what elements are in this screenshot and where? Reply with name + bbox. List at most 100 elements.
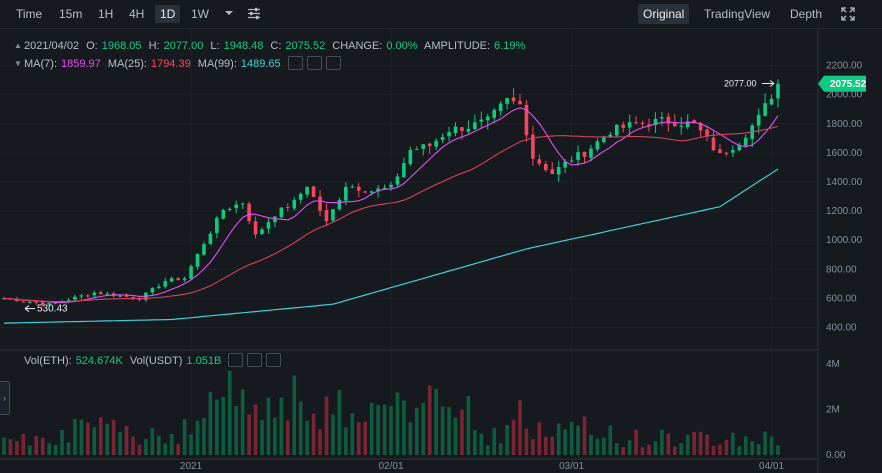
candle-body <box>240 203 245 205</box>
volume-bar <box>563 429 567 455</box>
volume-bar <box>466 395 471 455</box>
interval-15m[interactable]: 15m <box>59 7 83 21</box>
candle-body <box>421 144 426 149</box>
candle-body <box>769 98 774 105</box>
candle-body <box>15 299 19 302</box>
volume-bar <box>614 443 619 455</box>
volume-bar <box>440 406 445 455</box>
volume-bar <box>447 407 451 455</box>
candle-body <box>440 137 445 140</box>
volume-bar <box>273 417 277 455</box>
volume-bar <box>111 419 116 455</box>
interval-1d[interactable]: 1D <box>155 5 181 23</box>
amplitude-value: 6.19% <box>494 40 526 52</box>
candle-body <box>673 123 677 127</box>
eye-icon[interactable] <box>287 56 303 71</box>
candle-body <box>473 122 477 130</box>
candle-body <box>376 188 380 192</box>
volume-bar <box>640 447 645 455</box>
volume-bar <box>92 427 97 455</box>
volume-bar <box>402 400 406 455</box>
volume-bar <box>60 429 64 455</box>
candle-body <box>92 292 97 296</box>
date-tick-label: 04/01 <box>759 461 784 472</box>
candle-body <box>182 278 187 280</box>
candle-body <box>776 83 780 99</box>
open-label: O: <box>86 40 98 52</box>
interval-time[interactable]: Time <box>16 7 43 21</box>
candle-body <box>589 148 593 158</box>
candle-body <box>66 299 71 301</box>
candle-body <box>208 233 213 244</box>
volume-bar <box>395 392 400 455</box>
price-chart[interactable]: 2200.00 2000.00 1800.00 1600.00 1400.00 1200.… <box>0 29 882 473</box>
candle-body <box>415 149 419 151</box>
collapse-caret-icon[interactable]: ▲ <box>14 41 22 50</box>
volume-bar <box>163 443 168 455</box>
date-tick-label: 02/01 <box>378 461 403 472</box>
volume-bar <box>2 437 6 455</box>
candle-body <box>402 163 406 178</box>
volume-bar <box>679 443 684 455</box>
candle-body <box>731 149 735 153</box>
price-tick-label: 2000.00 <box>826 90 863 101</box>
volume-bar <box>247 414 251 455</box>
date-tick-label: 2021 <box>180 461 203 472</box>
volume-bar <box>608 425 613 455</box>
volume-bar <box>331 414 335 455</box>
candle-body <box>550 169 555 175</box>
interval-1h[interactable]: 1H <box>98 7 114 21</box>
ma-legend: MA(7): 1859.97 MA(25): 1794.39 MA(99): 1489… <box>24 56 345 71</box>
volume-bar <box>195 420 200 455</box>
volume-tick-label: 4M <box>826 359 840 370</box>
open-value: 1968.05 <box>101 40 142 52</box>
view-tradingview-tab[interactable]: TradingView <box>704 7 771 21</box>
ma99-line <box>3 168 779 324</box>
view-original-tab[interactable]: Original <box>638 4 690 24</box>
volume-bar <box>434 388 438 455</box>
eye-icon[interactable] <box>228 353 244 368</box>
volume-bar <box>666 433 671 455</box>
candle-body <box>40 302 45 305</box>
interval-1w[interactable]: 1W <box>191 7 209 21</box>
candle-body <box>492 110 496 118</box>
view-depth-tab[interactable]: Depth <box>790 7 823 21</box>
caret-down-icon[interactable] <box>223 7 235 23</box>
settings-icon[interactable] <box>306 56 322 71</box>
volume-bar <box>737 446 742 455</box>
candle-body <box>692 120 696 122</box>
interval-4h[interactable]: 4H <box>129 7 145 21</box>
volume-bar <box>318 429 322 455</box>
fullscreen-icon[interactable] <box>841 7 855 25</box>
volume-bar <box>79 419 84 455</box>
candle-body <box>279 207 284 217</box>
candle-body <box>737 144 742 151</box>
volume-bar <box>215 399 219 455</box>
volume-bar <box>176 444 180 455</box>
close-icon[interactable] <box>325 56 341 71</box>
settings-sliders-icon[interactable] <box>247 7 261 24</box>
volume-bar <box>202 417 206 455</box>
candle-body <box>685 121 690 127</box>
candle-body <box>763 103 767 116</box>
settings-icon[interactable] <box>247 353 263 368</box>
candle-body <box>479 119 484 122</box>
candle-body <box>324 210 329 222</box>
volume-bar <box>118 432 122 455</box>
expand-panel-handle[interactable]: › <box>0 381 10 415</box>
volume-bar <box>86 422 90 455</box>
candle-body <box>234 204 238 209</box>
collapse-caret-icon[interactable]: ▼ <box>14 59 22 68</box>
close-icon[interactable] <box>266 353 282 368</box>
candle-body <box>363 191 367 193</box>
candle-body <box>86 295 90 297</box>
candle-body <box>544 164 548 171</box>
candle-body <box>163 281 168 287</box>
volume-bar <box>234 406 238 455</box>
ma99-label: MA(99): <box>197 58 237 70</box>
volume-bar <box>776 445 780 455</box>
volume-bar <box>556 423 561 455</box>
chart-axes: 2200.00 2000.00 1800.00 1600.00 1400.00 1200.… <box>180 29 882 473</box>
volume-bar <box>705 434 709 455</box>
volume-bar <box>756 444 761 455</box>
